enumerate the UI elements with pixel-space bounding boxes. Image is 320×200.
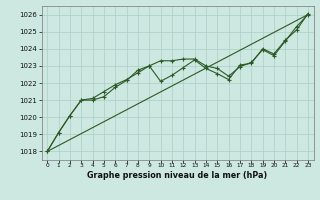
X-axis label: Graphe pression niveau de la mer (hPa): Graphe pression niveau de la mer (hPa) xyxy=(87,171,268,180)
